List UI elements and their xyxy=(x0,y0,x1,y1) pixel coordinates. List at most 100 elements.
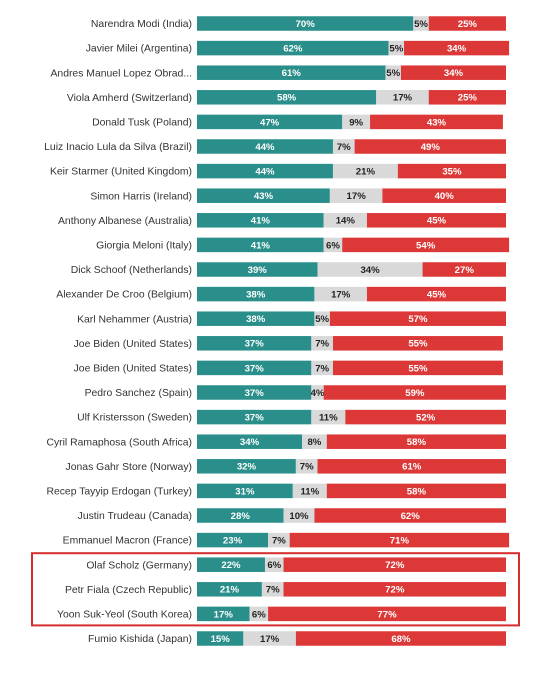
bar-approve xyxy=(197,409,312,425)
data-label-disapprove: 45% xyxy=(427,216,447,227)
category-label: Alexander De Croo (Belgium) xyxy=(56,290,192,301)
category-label: Giorgia Meloni (Italy) xyxy=(96,241,192,252)
data-label-approve: 21% xyxy=(220,585,240,596)
highlight-box xyxy=(31,552,520,627)
bar-neutral xyxy=(311,360,333,376)
data-label-disapprove: 55% xyxy=(408,339,428,350)
bar-disapprove xyxy=(295,631,506,646)
bar-neutral xyxy=(385,65,401,80)
category-label: Petr Fiala (Czech Republic) xyxy=(65,585,192,596)
bar-disapprove xyxy=(370,114,503,130)
data-label-approve: 37% xyxy=(245,413,265,424)
data-label-disapprove: 72% xyxy=(385,585,405,596)
data-label-disapprove: 45% xyxy=(427,290,447,301)
bar-neutral xyxy=(376,90,429,105)
data-label-neutral: 7% xyxy=(337,142,351,153)
data-label-approve: 37% xyxy=(245,339,265,350)
data-label-approve: 44% xyxy=(255,142,275,153)
bar-neutral xyxy=(302,434,327,449)
bar-disapprove xyxy=(428,90,506,105)
bar-approve xyxy=(197,434,303,449)
bar-neutral xyxy=(292,483,327,499)
bar-disapprove xyxy=(317,459,506,474)
category-label: Joe Biden (United States) xyxy=(74,364,192,375)
category-label: Anthony Albanese (Australia) xyxy=(58,216,192,227)
data-label-neutral: 17% xyxy=(260,634,280,645)
data-label-neutral: 8% xyxy=(307,437,321,448)
data-label-disapprove: 34% xyxy=(444,68,464,79)
data-label-neutral: 10% xyxy=(289,511,309,522)
data-label-neutral: 17% xyxy=(393,93,413,104)
data-label-disapprove: 68% xyxy=(391,634,411,645)
category-label: Olaf Scholz (Germany) xyxy=(86,560,192,571)
data-label-approve: 32% xyxy=(237,462,257,473)
bar-neutral xyxy=(413,16,429,31)
data-label-disapprove: 34% xyxy=(447,44,467,55)
data-label-approve: 70% xyxy=(296,19,316,30)
bar-approve xyxy=(197,336,312,351)
bar-neutral xyxy=(329,188,383,203)
bar-neutral xyxy=(264,557,284,572)
bar-disapprove xyxy=(283,582,506,597)
bar-approve xyxy=(197,311,315,326)
category-label: Recep Tayyip Erdogan (Turkey) xyxy=(46,487,192,498)
data-label-neutral: 9% xyxy=(349,117,363,128)
data-label-neutral: 7% xyxy=(315,363,329,374)
data-label-neutral: 4% xyxy=(311,388,325,399)
bar-disapprove xyxy=(283,557,506,572)
data-label-neutral: 14% xyxy=(336,216,356,227)
bar-neutral xyxy=(243,631,296,646)
data-label-approve: 39% xyxy=(248,265,268,276)
data-label-approve: 38% xyxy=(246,314,266,325)
category-label: Keir Starmer (United Kingdom) xyxy=(50,167,192,178)
bar-neutral xyxy=(283,508,315,523)
category-label: Yoon Suk-Yeol (South Korea) xyxy=(57,610,192,621)
bar-approve xyxy=(197,532,269,548)
data-label-disapprove: 52% xyxy=(416,413,436,424)
data-label-neutral: 5% xyxy=(414,19,428,30)
data-label-approve: 38% xyxy=(246,290,266,301)
data-label-approve: 22% xyxy=(221,560,241,571)
bar-approve xyxy=(197,557,265,572)
bar-disapprove xyxy=(289,532,510,548)
category-label: Cyril Ramaphosa (South Africa) xyxy=(46,437,192,448)
data-label-disapprove: 25% xyxy=(458,93,478,104)
bar-disapprove xyxy=(314,508,506,523)
data-label-neutral: 34% xyxy=(360,265,380,276)
bar-disapprove xyxy=(342,237,510,253)
bar-approve xyxy=(197,65,386,80)
data-label-approve: 41% xyxy=(251,240,271,251)
bar-neutral xyxy=(311,336,333,351)
bar-disapprove xyxy=(422,262,506,277)
bar-approve xyxy=(197,582,262,597)
data-label-disapprove: 71% xyxy=(390,536,410,547)
data-label-disapprove: 77% xyxy=(377,609,397,620)
bar-disapprove xyxy=(323,385,506,400)
data-label-approve: 47% xyxy=(260,117,280,128)
bar-approve xyxy=(197,188,330,203)
bar-disapprove xyxy=(366,286,506,302)
bar-disapprove xyxy=(366,213,506,228)
data-label-approve: 28% xyxy=(231,511,251,522)
bar-neutral xyxy=(311,385,324,400)
data-label-neutral: 6% xyxy=(326,240,340,251)
data-label-approve: 23% xyxy=(223,536,243,547)
data-label-approve: 58% xyxy=(277,93,297,104)
data-label-approve: 37% xyxy=(245,388,265,399)
category-label: Javier Milei (Argentina) xyxy=(86,44,192,55)
data-label-disapprove: 40% xyxy=(435,191,455,202)
bar-disapprove xyxy=(400,65,506,80)
bar-neutral xyxy=(342,114,371,130)
data-label-approve: 37% xyxy=(245,363,265,374)
bar-disapprove xyxy=(397,163,506,179)
category-label: Viola Amherd (Switzerland) xyxy=(67,93,192,104)
category-label: Dick Schoof (Netherlands) xyxy=(71,265,192,276)
bar-approve xyxy=(197,459,296,474)
bar-disapprove xyxy=(326,434,506,449)
bar-disapprove xyxy=(332,360,503,376)
data-label-neutral: 7% xyxy=(300,462,314,473)
data-label-approve: 43% xyxy=(254,191,274,202)
data-label-disapprove: 62% xyxy=(401,511,421,522)
data-label-approve: 17% xyxy=(214,609,234,620)
data-label-disapprove: 25% xyxy=(458,19,478,30)
